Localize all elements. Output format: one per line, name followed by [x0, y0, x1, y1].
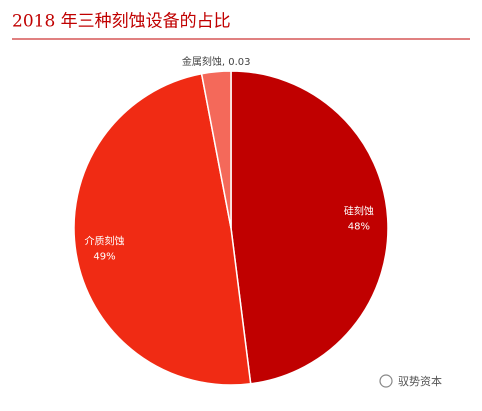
watermark: 驭势资本: [379, 374, 442, 388]
slice-value-label: 48%: [348, 221, 370, 232]
slice-value-label: 0.03: [228, 57, 250, 68]
pie-slice: [73, 72, 252, 386]
slice-category-label: 介质刻蚀: [85, 235, 125, 248]
watermark-text: 驭势资本: [398, 374, 442, 388]
slice-category-label: 金属刻蚀: [182, 55, 222, 68]
slice-label: 金属刻蚀, 0.03: [182, 55, 251, 68]
slice-category-label: 硅刻蚀: [344, 204, 374, 217]
slice-value-label: 49%: [93, 252, 115, 263]
pie-slice: [230, 70, 389, 385]
chart-title: 2018 年三种刻蚀设备的占比: [12, 12, 231, 32]
pie-slice: [200, 70, 232, 229]
label-separator: ,: [222, 57, 228, 68]
watermark-icon: [379, 374, 393, 388]
